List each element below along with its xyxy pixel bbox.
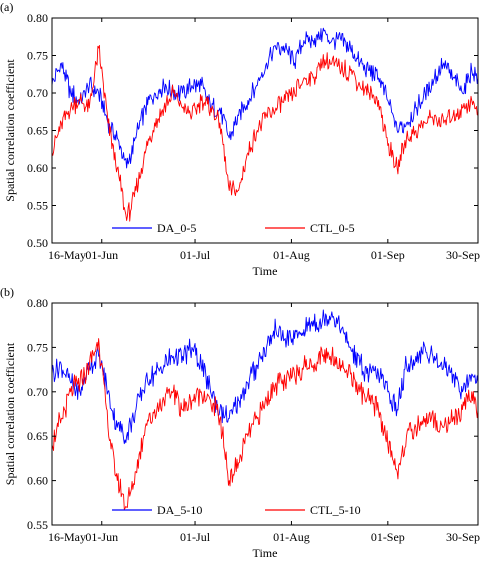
x-axis-title: Time — [253, 546, 278, 560]
x-tick-label: 16-May — [48, 248, 86, 262]
plot-frame — [51, 302, 479, 526]
panel-label: (b) — [0, 285, 14, 299]
x-tick-label: 01-Jun — [85, 530, 118, 544]
y-tick-label: 0.75 — [27, 49, 48, 63]
legend-label-DA_0-5: DA_0-5 — [157, 221, 196, 235]
x-tick-label: 01-Sep — [371, 248, 405, 262]
panel-label: (a) — [0, 0, 13, 14]
x-tick-label: 30-Sep — [446, 248, 480, 262]
y-tick-label: 0.55 — [27, 518, 48, 532]
x-tick-label: 01-Jul — [180, 530, 211, 544]
x-tick-label: 30-Sep — [446, 530, 480, 544]
y-axis-title: Spatial correlation coefficient — [3, 342, 17, 485]
legend-label-DA_5-10: DA_5-10 — [157, 503, 202, 517]
y-tick-label: 0.60 — [27, 474, 48, 488]
y-tick-label: 0.80 — [27, 296, 48, 310]
y-tick-label: 0.50 — [27, 236, 48, 250]
x-axis-title: Time — [253, 264, 278, 278]
series-line-DA_5-10 — [52, 309, 478, 445]
series-line-CTL_5-10 — [52, 338, 478, 510]
y-tick-label: 0.70 — [27, 385, 48, 399]
y-tick-label: 0.70 — [27, 86, 48, 100]
x-tick-label: 01-Aug — [273, 248, 310, 262]
y-tick-label: 0.60 — [27, 161, 48, 175]
y-tick-label: 0.80 — [27, 11, 48, 25]
y-tick-label: 0.75 — [27, 340, 48, 354]
legend-label-CTL_0-5: CTL_0-5 — [310, 221, 355, 235]
y-axis-title: Spatial correlation coefficient — [3, 59, 17, 202]
x-tick-label: 16-May — [48, 530, 86, 544]
y-tick-label: 0.55 — [27, 199, 48, 213]
series-line-DA_0-5 — [52, 27, 478, 169]
series-line-CTL_0-5 — [52, 44, 478, 222]
x-tick-label: 01-Jul — [180, 248, 211, 262]
y-tick-label: 0.65 — [27, 124, 48, 138]
x-tick-label: 01-Jun — [85, 248, 118, 262]
panel-b: (b) 0.55 0.60 0.65 0.70 0.75 0.80 16-May 01-Jun 0… — [0, 285, 480, 560]
y-tick-label: 0.65 — [27, 429, 48, 443]
x-tick-label: 01-Sep — [371, 530, 405, 544]
x-tick-label: 01-Aug — [273, 530, 310, 544]
legend-label-CTL_5-10: CTL_5-10 — [310, 503, 361, 517]
